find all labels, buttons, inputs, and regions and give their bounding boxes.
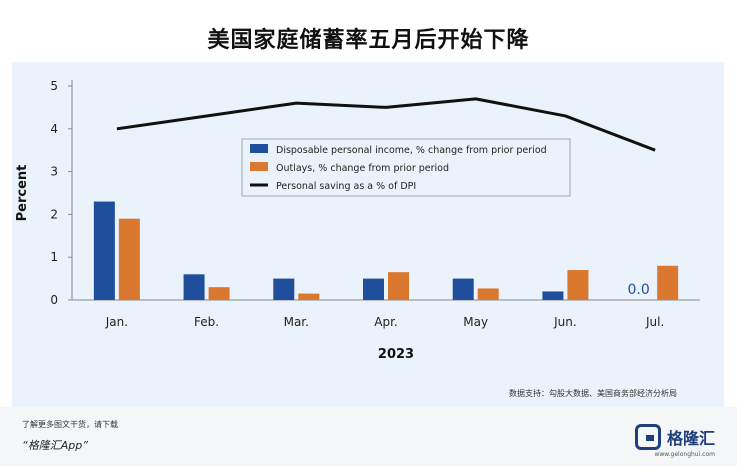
- bar: [542, 291, 564, 300]
- x-axis-label: 2023: [378, 347, 414, 362]
- brand-mark-icon: [634, 424, 661, 450]
- y-tick-label: 2: [50, 207, 58, 221]
- bar: [567, 270, 589, 300]
- legend-entry: Disposable personal income, % change fro…: [276, 145, 547, 156]
- y-axis-label: Percent: [15, 165, 30, 222]
- footer-app-name: “格隆汇App”: [22, 439, 88, 452]
- y-tick-label: 4: [50, 122, 58, 136]
- x-tick-label: Jul.: [645, 315, 664, 329]
- footer: 了解更多图文干货，请下载 “格隆汇App” 格隆汇 www.gelonghui.…: [0, 407, 737, 466]
- footer-download-text: 了解更多图文干货，请下载: [22, 420, 118, 429]
- bar: [452, 278, 474, 300]
- bar: [363, 278, 384, 300]
- y-tick-label: 0: [50, 293, 58, 307]
- x-tick-label: May: [463, 315, 488, 329]
- x-tick-label: Jan.: [105, 315, 128, 329]
- bar: [208, 287, 230, 300]
- legend-entry: Personal saving as a % of DPI: [276, 181, 416, 192]
- bar: [273, 278, 295, 300]
- bar: [657, 265, 679, 300]
- brand-url: www.gelonghui.com: [654, 451, 715, 458]
- bar: [93, 201, 115, 300]
- chart-title: 美国家庭储蓄率五月后开始下降: [207, 28, 530, 53]
- x-tick-label: Jun.: [553, 315, 577, 329]
- brand-name: 格隆汇: [666, 429, 715, 448]
- y-tick-label: 5: [50, 79, 58, 93]
- bar: [388, 272, 409, 300]
- bar: [118, 218, 140, 300]
- bar: [183, 274, 205, 300]
- x-tick-label: Mar.: [284, 315, 309, 329]
- bar: [477, 288, 499, 300]
- data-label: 0.0: [628, 282, 650, 298]
- legend-swatch: [250, 162, 268, 171]
- legend-box: [241, 138, 571, 197]
- series-line: [116, 97, 656, 152]
- brand-logo: 格隆汇 www.gelonghui.com: [634, 421, 715, 458]
- legend-swatch: [250, 144, 268, 153]
- chart-svg: 0 1 2 3 4 5 Percent Jan. Feb. Mar. Apr. May Jun. Jul.…: [15, 79, 700, 362]
- source-note: 数据支持：勾股大数据、美国商务部经济分析局: [509, 389, 677, 398]
- legend-entry: Outlays, % change from prior period: [276, 163, 449, 174]
- x-tick-label: Apr.: [374, 315, 397, 329]
- x-tick-label: Feb.: [194, 315, 219, 329]
- bar: [298, 293, 320, 300]
- y-tick-label: 1: [50, 250, 58, 264]
- y-tick-label: 3: [50, 165, 58, 179]
